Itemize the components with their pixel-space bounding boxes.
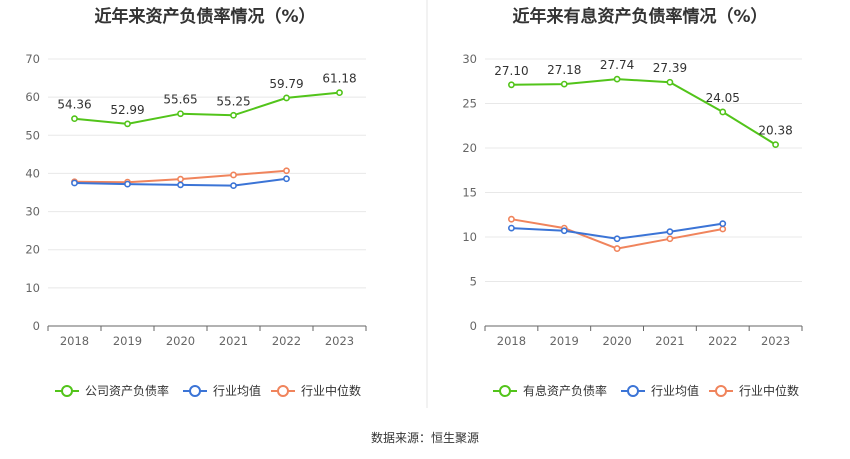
- y-tick-label: 10: [25, 281, 40, 295]
- legend-label: 行业均值: [213, 383, 261, 398]
- legend-item: 行业均值: [621, 383, 699, 398]
- x-tick-label: 2018: [497, 334, 526, 348]
- legend-label: 行业中位数: [301, 383, 361, 398]
- y-tick-label: 30: [25, 205, 40, 219]
- legend-marker: [627, 385, 639, 397]
- x-tick-label: 2019: [113, 334, 142, 348]
- data-point: [124, 180, 131, 188]
- legend-label: 行业中位数: [739, 383, 799, 398]
- data-point: [666, 235, 674, 243]
- data-point: [508, 81, 515, 89]
- x-tick-label: 2020: [166, 334, 195, 348]
- series-line: [511, 78, 777, 146]
- source-note: 数据来源：恒生聚源: [371, 430, 479, 445]
- data-point: [508, 215, 515, 223]
- data-label: 27.74: [600, 58, 634, 72]
- data-point: [230, 182, 237, 190]
- debt-ratio-chart: 近年来资产负债率情况（%） 0 10 20 30 40 50 60 70 2018 2019 2020…: [25, 6, 367, 398]
- data-point: [613, 235, 621, 243]
- data-label: 52.99: [110, 103, 144, 117]
- data-label: 55.25: [216, 94, 250, 108]
- x-tick-label: 2023: [761, 334, 790, 348]
- x-tick-label: 2019: [550, 334, 579, 348]
- data-label: 59.79: [269, 77, 303, 91]
- legend-item: 公司资产负债率: [55, 383, 169, 398]
- y-tick-label: 5: [470, 275, 477, 289]
- x-tick-label: 2022: [272, 334, 301, 348]
- data-point: [719, 225, 727, 233]
- data-label: 27.39: [653, 61, 687, 75]
- data-point: [71, 179, 78, 187]
- data-point: [613, 75, 621, 83]
- chart-title: 近年来有息资产负债率情况（%）: [512, 6, 767, 27]
- legend-label: 行业均值: [651, 383, 699, 398]
- legend-item: 行业中位数: [271, 383, 361, 398]
- data-point: [283, 167, 290, 175]
- legend-label: 有息资产负债率: [523, 383, 607, 398]
- series-line: [511, 218, 723, 250]
- data-label: 24.05: [706, 91, 740, 105]
- y-tick-label: 50: [25, 128, 40, 142]
- data-point: [719, 220, 727, 228]
- y-tick-label: 25: [462, 97, 477, 111]
- legend-item: 有息资产负债率: [493, 383, 607, 398]
- legend-item: 行业均值: [183, 383, 261, 398]
- data-point: [230, 111, 237, 119]
- data-point: [508, 224, 515, 232]
- data-label: 20.38: [758, 124, 792, 138]
- data-point: [283, 94, 290, 102]
- data-label: 54.36: [57, 98, 91, 112]
- x-tick-label: 2020: [602, 334, 631, 348]
- legend-label: 公司资产负债率: [85, 383, 169, 398]
- data-label: 61.18: [322, 72, 356, 86]
- legend-marker: [715, 385, 727, 397]
- data-point: [283, 175, 290, 183]
- data-point: [560, 80, 568, 88]
- x-tick-label: 2021: [655, 334, 684, 348]
- y-tick-label: 20: [462, 141, 477, 155]
- y-tick-label: 60: [25, 90, 40, 104]
- data-point: [560, 227, 568, 235]
- y-tick-label: 30: [462, 52, 477, 66]
- data-point: [666, 228, 674, 236]
- data-point: [719, 108, 727, 116]
- data-point: [71, 115, 78, 123]
- legend-item: 行业中位数: [709, 383, 799, 398]
- data-point: [613, 245, 621, 252]
- y-tick-label: 15: [462, 186, 477, 200]
- legend-marker: [277, 385, 289, 397]
- data-label: 27.10: [494, 64, 528, 78]
- data-point: [772, 141, 779, 149]
- chart-title: 近年来资产负债率情况（%）: [94, 6, 315, 27]
- y-tick-label: 20: [25, 243, 40, 257]
- data-point: [124, 120, 131, 128]
- data-point: [336, 89, 343, 97]
- x-tick-label: 2021: [219, 334, 248, 348]
- interest-debt-ratio-chart: 近年来有息资产负债率情况（%） 0 5 10 15 20 25 30 2018 2019 2020 2…: [462, 6, 803, 398]
- series-line: [74, 91, 340, 125]
- legend-marker: [499, 385, 511, 397]
- x-tick-label: 2023: [325, 334, 354, 348]
- y-tick-label: 10: [462, 230, 477, 244]
- y-tick-label: 70: [25, 52, 40, 66]
- data-point: [230, 171, 237, 179]
- data-point: [177, 110, 184, 118]
- data-point: [177, 181, 184, 189]
- data-point: [666, 78, 674, 86]
- data-label: 27.18: [547, 63, 581, 77]
- y-tick-label: 0: [470, 319, 477, 333]
- data-point: [177, 175, 184, 183]
- legend-marker: [61, 385, 73, 397]
- y-tick-label: 0: [33, 319, 40, 333]
- data-label: 55.65: [163, 93, 197, 107]
- x-tick-label: 2022: [708, 334, 737, 348]
- legend-marker: [189, 385, 201, 397]
- y-tick-label: 40: [25, 166, 40, 180]
- x-tick-label: 2018: [60, 334, 89, 348]
